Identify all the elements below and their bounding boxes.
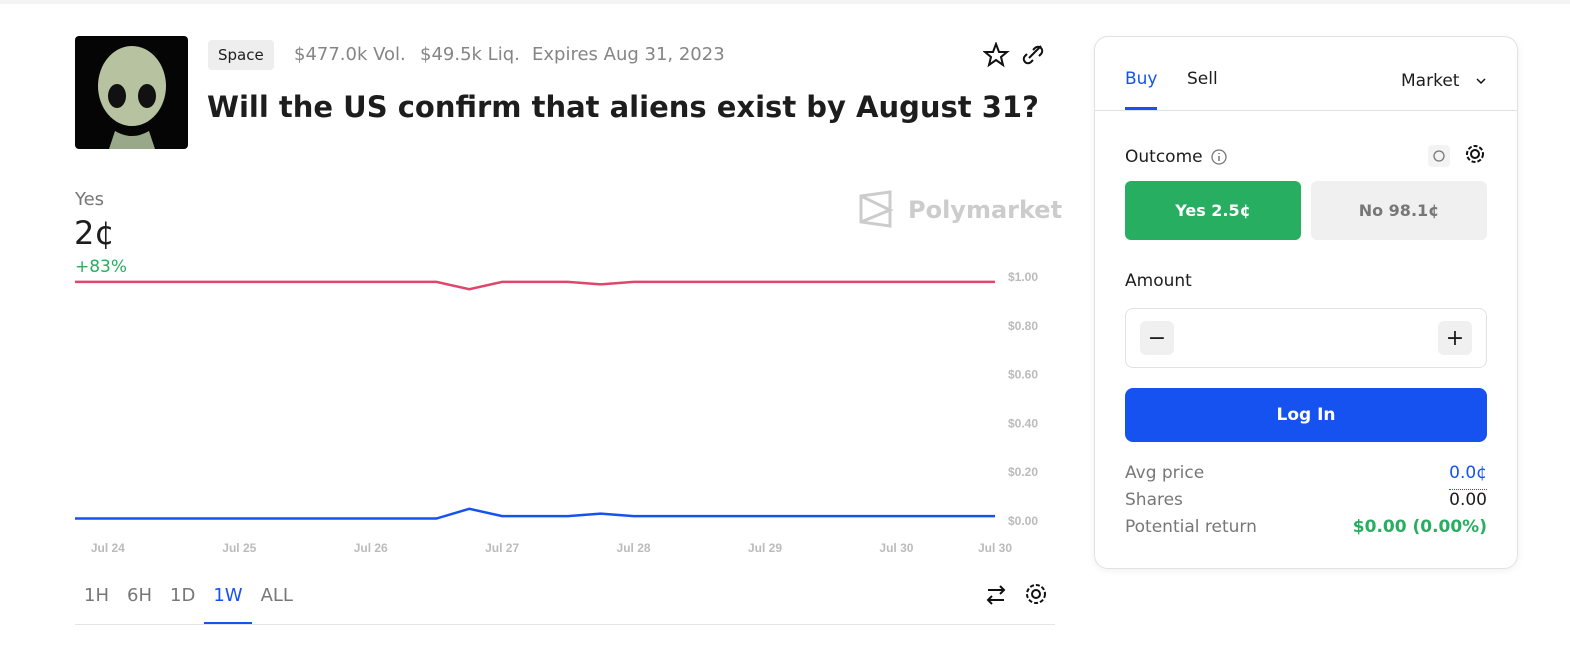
tab-sell[interactable]: Sell	[1187, 69, 1218, 89]
no-button[interactable]: No 98.1¢	[1311, 181, 1487, 240]
x-tick-label: Jul 25	[222, 541, 256, 555]
x-tick-label: Jul 24	[91, 541, 125, 555]
stat-value: 0.0¢	[1449, 463, 1487, 490]
header-icons[interactable]	[983, 42, 1053, 68]
range-tab[interactable]: 1W	[204, 585, 252, 625]
trade-panel: Buy Sell Market Outcome Yes 2.5¢ No 98.1…	[1094, 36, 1518, 569]
stat-label: Shares	[1125, 490, 1183, 510]
stat-row: Avg price 0.0¢	[1125, 463, 1487, 490]
watermark: Polymarket	[908, 196, 1063, 224]
divider	[75, 624, 1055, 625]
chevron	[1476, 78, 1486, 85]
expires: Expires Aug 31, 2023	[532, 44, 725, 65]
x-tick-label: Jul 28	[617, 541, 651, 555]
amount-label: Amount	[1125, 271, 1192, 291]
y-tick-label: $0.20	[1008, 465, 1038, 479]
x-tick-label: Jul 30	[978, 541, 1012, 555]
divider	[1095, 110, 1517, 111]
x-tick-label: Jul 27	[485, 541, 519, 555]
price-chart: $0.00 $0.20 $0.40 $0.60 $0.80 $1.00 Jul 24 Jul …	[75, 270, 1038, 555]
login-button[interactable]: Log In	[1125, 388, 1487, 442]
outcome-heading: Outcome	[1125, 147, 1203, 167]
chart-controls[interactable]	[984, 582, 1054, 608]
stat-label: Avg price	[1125, 463, 1205, 483]
range-tab[interactable]: 1D	[170, 585, 196, 606]
range-tab[interactable]: 1H	[84, 585, 109, 606]
y-tick-label: $1.00	[1008, 270, 1038, 284]
y-tick-label: $0.80	[1008, 319, 1038, 333]
stat-value: 0.00	[1449, 490, 1487, 510]
market-image	[75, 36, 188, 149]
x-tick-label: Jul 26	[354, 541, 388, 555]
watermark-logo	[859, 190, 894, 228]
range-tab[interactable]: 6H	[127, 585, 152, 606]
minus-button[interactable]: −	[1140, 321, 1174, 355]
y-tick-label: $0.40	[1008, 416, 1038, 430]
market-title: Will the US confirm that aliens exist by…	[207, 90, 1039, 124]
price-value: 2¢	[74, 214, 115, 252]
order-type[interactable]: Market	[1401, 71, 1460, 91]
tab-indicator	[1125, 107, 1157, 110]
stat-row: Shares 0.00	[1125, 490, 1487, 517]
outcome-tools[interactable]	[1427, 143, 1487, 169]
liquidity: $49.5k Liq.	[420, 44, 520, 65]
stat-value: $0.00 (0.00%)	[1352, 517, 1487, 537]
tag[interactable]: Space	[208, 40, 274, 70]
stat-row: Potential return $0.00 (0.00%)	[1125, 517, 1487, 544]
range-tab[interactable]: ALL	[260, 585, 293, 606]
series-line	[75, 507, 995, 520]
x-tick-label: Jul 30	[879, 541, 913, 555]
tab-buy[interactable]: Buy	[1125, 69, 1158, 89]
volume: $477.0k Vol.	[294, 44, 406, 65]
range-tabs: 1H 6H 1D 1W ALL	[75, 585, 302, 625]
yes-button[interactable]: Yes 2.5¢	[1125, 181, 1301, 240]
y-tick-label: $0.00	[1008, 514, 1038, 528]
series-line	[75, 280, 995, 291]
stats: Avg price 0.0¢ Shares 0.00 Potential return $…	[1125, 463, 1487, 544]
y-tick-label: $0.60	[1008, 368, 1038, 382]
top-bar	[0, 0, 1570, 4]
outcome-label: Yes	[75, 189, 105, 210]
x-tick-label: Jul 29	[748, 541, 782, 555]
info-icon[interactable]	[1209, 147, 1229, 167]
amount-input[interactable]: − +	[1125, 308, 1487, 368]
stat-label: Potential return	[1125, 517, 1257, 537]
price-change: +83%	[75, 257, 128, 277]
plus-button[interactable]: +	[1438, 321, 1472, 355]
